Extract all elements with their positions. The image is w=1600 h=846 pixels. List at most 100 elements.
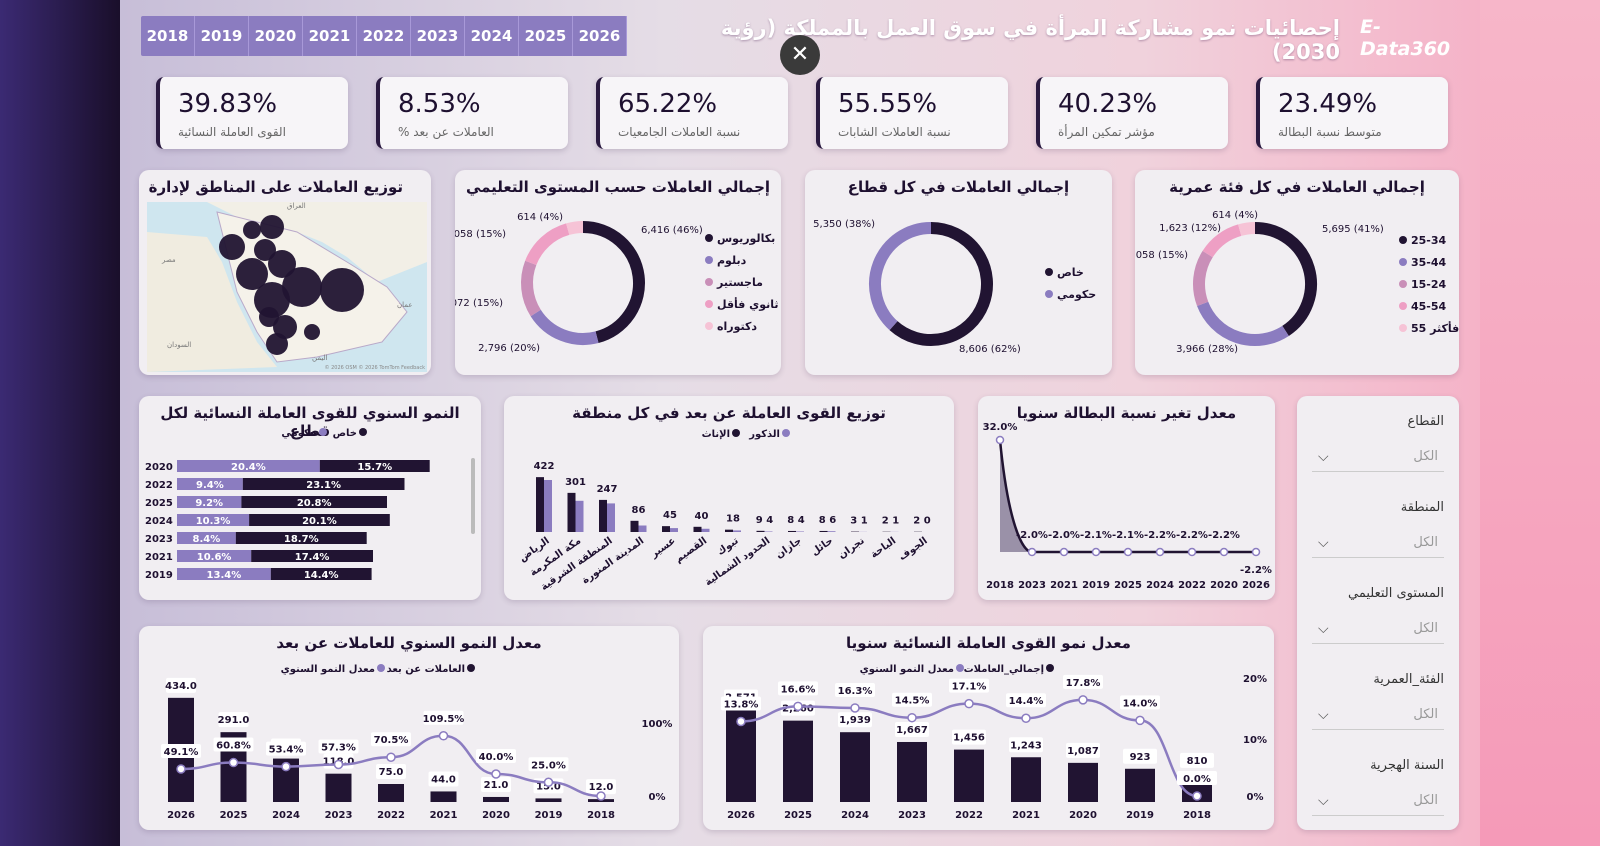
legend-marker [956, 664, 964, 672]
data-label: 20.4% [231, 462, 266, 473]
tick-label: 2018 [1183, 810, 1211, 821]
map-land-africa [147, 232, 277, 372]
line-point [438, 731, 449, 741]
line-point [1219, 547, 1229, 557]
data-label: 16.6% [781, 684, 816, 695]
year-button-2024[interactable]: 2024 [465, 16, 519, 56]
sector-donut[interactable]: 8,606 (62%) 5,350 (38%) خاص حكومي [805, 170, 1112, 375]
legend-label: خاص [1057, 266, 1084, 279]
filters-panel [1297, 396, 1459, 830]
saudi-map[interactable]: العراق مصر عمان السودان اليمن © 2026 OSM © 20… [147, 202, 427, 372]
filter-dropdown[interactable]: الكل ⌵ [1312, 614, 1444, 644]
line-point [1187, 547, 1197, 557]
kpi-value: 65.22% [618, 89, 718, 119]
map-bubble [304, 324, 320, 340]
legend-marker [1399, 324, 1407, 332]
bar [756, 530, 765, 532]
filter-dropdown[interactable]: الكل ⌵ [1312, 700, 1444, 730]
data-label-bg [371, 732, 411, 747]
data-label: 10.6% [197, 552, 232, 563]
tick-label: 2024 [1146, 580, 1174, 591]
year-button-2022[interactable]: 2022 [357, 16, 411, 56]
data-label: -2.0% [1016, 530, 1048, 541]
year-button-2021[interactable]: 2021 [303, 16, 357, 56]
legend-label: دكتوراه [717, 320, 757, 333]
filter-dropdown[interactable]: الكل ⌵ [1312, 528, 1444, 558]
year-button-2026[interactable]: 2026 [573, 16, 627, 56]
map-title: توزيع العاملات على المناطق لإدارة [148, 178, 403, 196]
filter-0: القطاع الكل ⌵ [1312, 414, 1444, 472]
map-place-label: اليمن [312, 354, 328, 362]
legend-marker [1046, 664, 1054, 672]
legend-label: 55 فأكثر [1411, 321, 1459, 335]
data-label: 45 [663, 510, 677, 521]
tick-label: 2023 [898, 810, 926, 821]
legend-label: حكومي [281, 428, 317, 439]
age-donut[interactable]: 5,695 (41%) 3,966 (28%) 2,058 (15%) 1,623 (… [1135, 170, 1459, 375]
data-label: 6,416 (46%) [641, 225, 703, 236]
line-point [543, 777, 554, 787]
legend-marker [732, 429, 740, 437]
map-bubble [219, 234, 245, 260]
year-button-2023[interactable]: 2023 [411, 16, 465, 56]
filter-4: السنة الهجرية الكل ⌵ [1312, 758, 1444, 816]
data-label: 20.1% [302, 516, 337, 527]
year-button-2019[interactable]: 2019 [195, 16, 249, 56]
donut-slice [525, 223, 570, 266]
tick-label: 2023 [1018, 580, 1046, 591]
edu-donut[interactable]: 6,416 (46%) 2,796 (20%) 2,072 (15%) 2,058 (… [455, 170, 781, 375]
filter-value: الكل [1413, 621, 1438, 636]
sector-growth-chart[interactable]: حكومي خاص 2020 20.4% 15.7% 2022 9.4% 23.1% 2025 9… [139, 396, 481, 600]
line-point [228, 757, 239, 768]
kpi-card: 65.22% نسبة العاملات الجامعيات [596, 77, 788, 149]
bar-segment [249, 514, 390, 526]
filter-dropdown[interactable]: الكل ⌵ [1312, 786, 1444, 816]
data-label-bg [266, 741, 306, 756]
bar [788, 530, 796, 532]
data-label: 3,966 (28%) [1176, 344, 1238, 355]
tick-label: 2021 [430, 810, 458, 821]
logo: E-Data360 [1360, 16, 1451, 60]
filter-value: الكل [1413, 707, 1438, 722]
data-label: 2,796 (20%) [478, 343, 540, 354]
year-button-2020[interactable]: 2020 [249, 16, 303, 56]
data-label: 8,606 (62%) [959, 344, 1021, 355]
data-label: 18.7% [284, 534, 319, 545]
remote-region-title: توزيع القوى العاملة عن بعد في كل منطقة [572, 404, 886, 422]
year-button-2025[interactable]: 2025 [519, 16, 573, 56]
tick-label: 2019 [1082, 580, 1110, 591]
axis-tick: 100% [642, 719, 673, 730]
kpi-card: 55.55% نسبة العاملات الشابات [816, 77, 1008, 149]
filter-dropdown[interactable]: الكل ⌵ [1312, 442, 1444, 472]
tick-label: 2019 [535, 810, 563, 821]
unemployment-chart[interactable]: 32.0% 2018 -2.0% 2023 -2.0% 2021 -2.1% 2019 -2.1… [978, 396, 1275, 600]
bar [607, 503, 615, 532]
data-label-bg [778, 681, 818, 696]
data-label-bg [721, 696, 761, 711]
data-label: 109.5% [423, 714, 465, 725]
filter-3: الفئة_العمرية الكل ⌵ [1312, 672, 1444, 730]
data-label-bg [1120, 695, 1160, 710]
data-label: 1,456 [953, 733, 985, 744]
year-button-2018[interactable]: 2018 [141, 16, 195, 56]
age-card: إجمالي العاملات في كل فئة عمرية 5,695 (4… [1135, 170, 1459, 375]
data-label-bg [952, 729, 986, 745]
bar-segment [251, 550, 373, 562]
map-bubble [282, 267, 322, 307]
sector-card: إجمالي العاملات في كل قطاع 8,606 (62%) 5,… [805, 170, 1112, 375]
data-label: 17.4% [295, 552, 330, 563]
bar [819, 530, 828, 532]
tick-label: 2020 [145, 462, 173, 473]
remote-growth-chart[interactable]: العاملات عن بعد معدل النمو السنوي 434.0 202… [139, 626, 679, 830]
donut-slice [521, 260, 541, 317]
data-label-bg [892, 692, 932, 707]
line-point [1078, 695, 1088, 705]
close-button[interactable]: ✕ [780, 35, 820, 75]
line-point [736, 716, 746, 727]
kpi-card: 39.83% القوى العاملة النسائية [156, 77, 348, 149]
tick-label: نجران [837, 535, 867, 561]
data-label: 57.3% [321, 742, 356, 753]
filter-1: المنطقة الكل ⌵ [1312, 500, 1444, 558]
